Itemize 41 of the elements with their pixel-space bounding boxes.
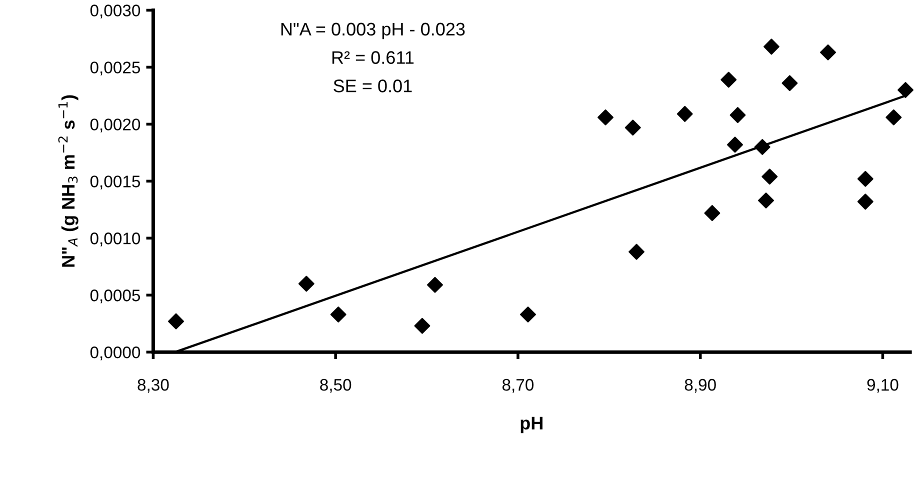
- annotation: N"A = 0.003 pH - 0.023: [281, 22, 465, 40]
- y-tick-label: 0,0020: [90, 118, 140, 132]
- y-tick-label: 0,0025: [90, 62, 140, 76]
- point: [762, 168, 778, 185]
- point: [520, 306, 536, 322]
- x-tick-label: 8,50: [320, 378, 352, 393]
- point: [704, 205, 720, 222]
- point: [414, 318, 430, 334]
- x-tick-label: 9,10: [867, 378, 898, 393]
- point: [782, 75, 798, 92]
- point: [758, 192, 774, 209]
- x-axis-title: pH: [520, 416, 542, 434]
- x-tick-label: 8,90: [684, 378, 716, 393]
- point: [628, 244, 644, 260]
- point: [730, 107, 746, 124]
- point: [720, 72, 737, 88]
- point: [427, 276, 443, 293]
- y-tick-label: 0,0015: [90, 176, 140, 190]
- x-tick-label: 8,70: [502, 378, 534, 393]
- y-tick-label: 0,0005: [90, 290, 140, 304]
- point: [330, 306, 346, 322]
- point: [857, 170, 874, 187]
- point: [898, 82, 914, 98]
- point: [754, 139, 770, 155]
- point: [763, 38, 780, 55]
- y-tick-label: 0,0030: [90, 4, 140, 18]
- annotation: R² = 0.611: [332, 51, 414, 64]
- y-tick-label: 0,0010: [90, 232, 140, 246]
- point: [727, 136, 743, 153]
- point: [676, 106, 693, 122]
- point: [886, 109, 902, 126]
- point: [857, 194, 874, 210]
- point: [168, 313, 184, 330]
- point: [820, 44, 836, 60]
- point: [298, 276, 314, 292]
- y-tick-label: 0,0000: [90, 346, 140, 360]
- annotation: SE = 0.01: [334, 80, 412, 92]
- text: N"$_{A}$ (g NH$_{3}$ m$^{−2}$ s$^{−1}$): [58, 95, 78, 267]
- point: [624, 120, 641, 136]
- point: [598, 109, 614, 126]
- x-tick-label: 8,30: [138, 378, 169, 393]
